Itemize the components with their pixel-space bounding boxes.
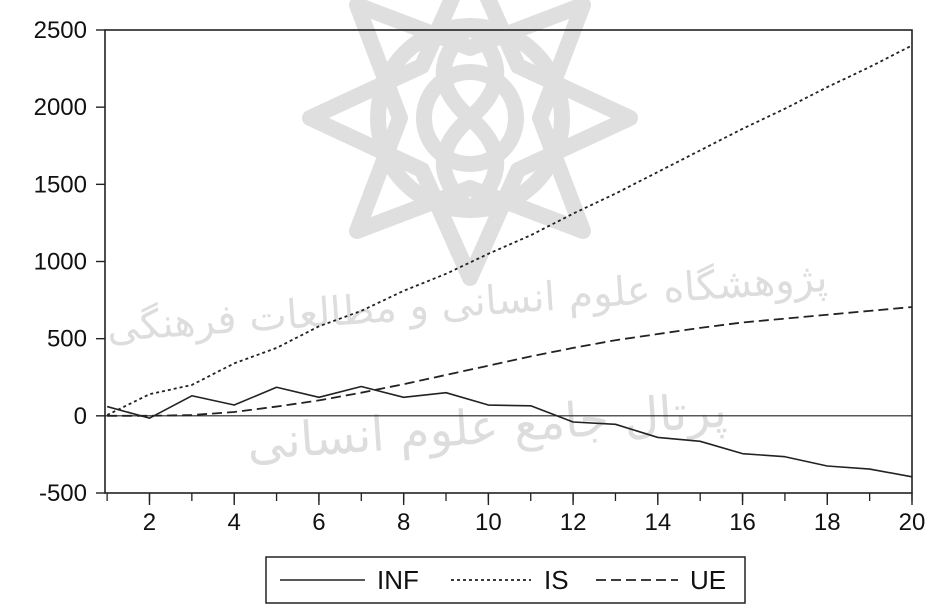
- legend-inf-label: INF: [377, 565, 419, 595]
- series-line-is: [106, 44, 913, 416]
- data-point-inf-5: [276, 386, 278, 388]
- data-point-is-5: [276, 347, 278, 349]
- data-point-ue-16: [742, 322, 744, 324]
- x-tick-label-10: 10: [475, 509, 502, 536]
- data-point-ue-7: [360, 392, 362, 394]
- data-point-inf-9: [445, 392, 447, 394]
- data-point-is-2: [149, 393, 151, 395]
- x-tick-label-8: 8: [397, 509, 410, 536]
- y-tick-label-1000: 1000: [34, 249, 87, 276]
- data-point-ue-6: [318, 400, 320, 402]
- x-tick-label-6: 6: [312, 509, 325, 536]
- data-point-is-9: [445, 273, 447, 275]
- data-point-is-3: [191, 384, 193, 386]
- data-point-is-6: [318, 326, 320, 328]
- axis-layer: -500 0 500 1000 1500 2000 2500 2 4 6 8 10 12 14 16 18 20: [34, 17, 926, 536]
- data-point-is-18: [826, 86, 828, 88]
- data-point-is-13: [615, 193, 617, 195]
- data-point-inf-19: [869, 468, 871, 470]
- x-tick-label-12: 12: [560, 509, 587, 536]
- data-point-inf-11: [530, 405, 532, 407]
- data-point-is-11: [530, 234, 532, 236]
- x-tick-label-16: 16: [729, 509, 756, 536]
- x-tick-label-14: 14: [644, 509, 671, 536]
- data-point-ue-3: [191, 414, 193, 416]
- data-point-inf-20: [911, 476, 913, 478]
- data-point-ue-2: [149, 415, 151, 417]
- y-tick-label--500: -500: [39, 480, 87, 507]
- y-tick-label-500: 500: [47, 326, 87, 353]
- data-point-is-7: [360, 310, 362, 312]
- data-point-is-10: [488, 253, 490, 255]
- x-tick-label-2: 2: [143, 509, 156, 536]
- watermark-emblem: [302, 0, 638, 286]
- data-point-ue-11: [530, 356, 532, 358]
- data-point-is-14: [657, 171, 659, 173]
- data-point-inf-18: [826, 465, 828, 467]
- legend-ue-label: UE: [690, 565, 726, 595]
- legend: INF IS UE: [265, 556, 746, 604]
- data-point-inf-8: [403, 397, 405, 399]
- data-point-ue-1: [106, 415, 108, 417]
- data-point-inf-16: [742, 453, 744, 455]
- data-point-inf-15: [699, 440, 701, 442]
- x-tick-label-4: 4: [228, 509, 241, 536]
- series-line-inf: [106, 385, 913, 478]
- data-point-ue-20: [911, 306, 913, 308]
- y-tick-label-0: 0: [74, 403, 87, 430]
- y-tick-label-2500: 2500: [34, 17, 87, 44]
- data-point-is-15: [699, 150, 701, 152]
- data-point-ue-12: [572, 347, 574, 349]
- data-point-ue-4: [233, 411, 235, 413]
- data-point-ue-8: [403, 383, 405, 385]
- data-point-ue-15: [699, 327, 701, 329]
- data-point-inf-6: [318, 397, 320, 399]
- series-layer: [106, 44, 913, 478]
- data-point-ue-14: [657, 333, 659, 335]
- data-point-inf-14: [657, 437, 659, 439]
- data-point-is-19: [869, 66, 871, 68]
- data-point-inf-17: [784, 456, 786, 458]
- x-tick-label-18: 18: [814, 509, 841, 536]
- data-point-is-16: [742, 128, 744, 130]
- data-point-is-20: [911, 45, 913, 47]
- data-point-inf-13: [615, 424, 617, 426]
- data-point-is-17: [784, 108, 786, 110]
- data-point-is-4: [233, 363, 235, 365]
- data-point-ue-19: [869, 310, 871, 312]
- data-point-ue-13: [615, 339, 617, 341]
- data-point-inf-2: [149, 417, 151, 419]
- legend-is-label: IS: [544, 565, 569, 595]
- data-point-inf-1: [106, 406, 108, 408]
- data-point-ue-18: [826, 314, 828, 316]
- data-point-inf-7: [360, 386, 362, 388]
- data-point-inf-4: [233, 404, 235, 406]
- data-point-inf-12: [572, 421, 574, 423]
- data-point-ue-9: [445, 374, 447, 376]
- data-point-ue-5: [276, 406, 278, 408]
- data-point-is-8: [403, 290, 405, 292]
- y-tick-label-1500: 1500: [34, 171, 87, 198]
- data-point-ue-17: [784, 318, 786, 320]
- series-line-ue: [107, 306, 913, 417]
- data-point-inf-10: [488, 404, 490, 406]
- data-point-ue-10: [488, 365, 490, 367]
- data-point-is-12: [572, 213, 574, 215]
- y-tick-label-2000: 2000: [34, 94, 87, 121]
- x-tick-label-20: 20: [899, 509, 926, 536]
- data-point-inf-3: [191, 395, 193, 397]
